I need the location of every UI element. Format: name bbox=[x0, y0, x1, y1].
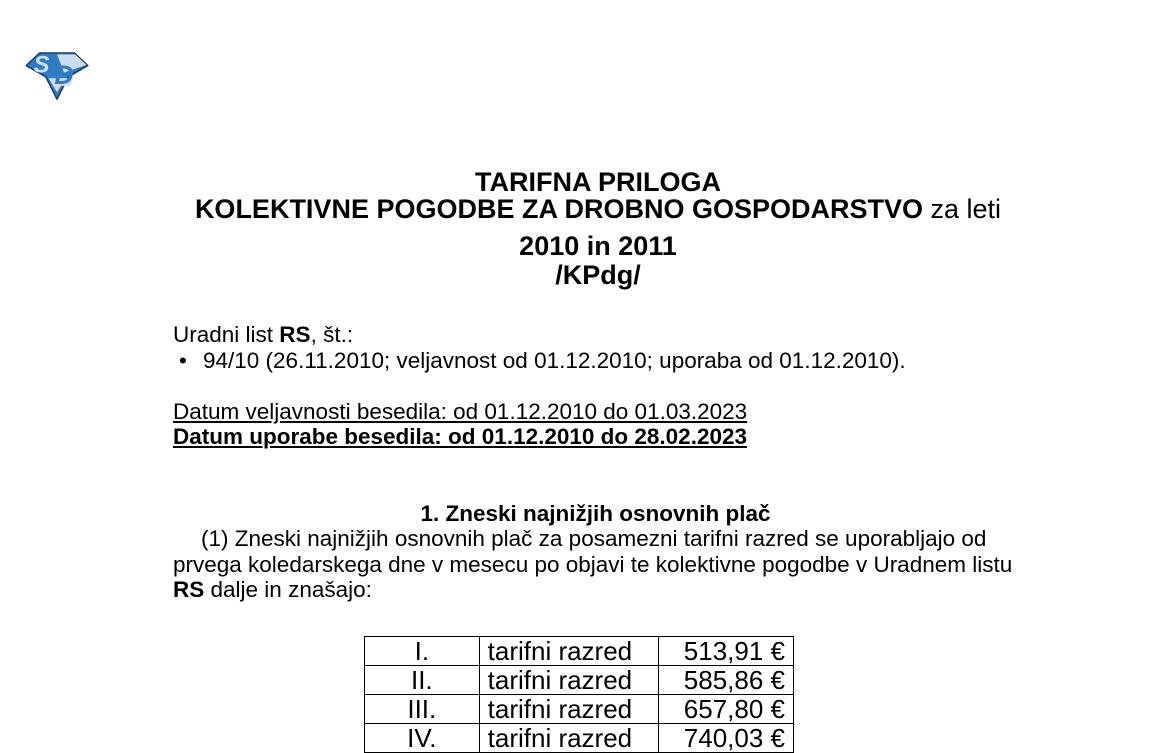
svg-text:D: D bbox=[54, 60, 73, 90]
svg-text:S: S bbox=[34, 52, 50, 79]
